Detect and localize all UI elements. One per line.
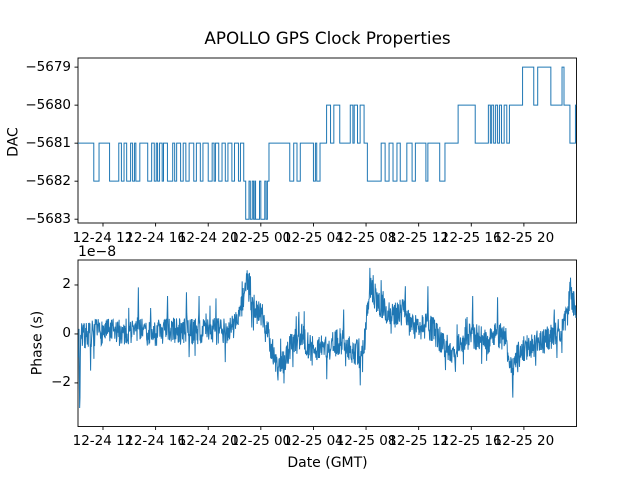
y-tick-label: −5679 xyxy=(25,58,71,75)
y-tick-label: −5681 xyxy=(25,134,71,151)
dac-step-line xyxy=(78,66,577,220)
x-tick-label: 12-25 04 xyxy=(283,229,344,246)
x-tick-label: 12-25 20 xyxy=(493,433,555,449)
phase-noise-line xyxy=(78,267,577,409)
y-axis-offset-text: 1e−8 xyxy=(78,244,117,260)
y-tick-label: 2 xyxy=(62,276,71,293)
x-tick-label: 12-24 12 xyxy=(72,433,134,449)
y-tick-label: −5680 xyxy=(25,96,71,113)
x-tick-label: 12-25 04 xyxy=(283,433,344,449)
x-tick-label: 12-24 20 xyxy=(177,229,239,246)
y-axis-label-phase: Phase (s) xyxy=(29,310,46,376)
x-tick-label: 12-25 12 xyxy=(388,433,449,449)
x-tick-label: 12-25 08 xyxy=(335,229,397,246)
y-tick-label: −2 xyxy=(51,374,71,391)
x-tick-label: 12-25 16 xyxy=(440,229,502,246)
y-tick-label: −5683 xyxy=(25,210,71,227)
y-tick-label: 0 xyxy=(62,325,71,342)
x-axis-label: Date (GMT) xyxy=(287,455,368,471)
x-tick-label: 12-25 00 xyxy=(230,433,292,449)
x-tick-label: 12-25 20 xyxy=(493,229,555,246)
x-tick-label: 12-24 16 xyxy=(125,433,186,449)
x-tick-label: 12-25 08 xyxy=(335,433,397,449)
y-tick-label: −5682 xyxy=(25,172,71,189)
x-tick-label: 12-25 16 xyxy=(440,433,502,449)
phase-subplot-spines xyxy=(77,259,577,427)
x-tick-label: 12-25 00 xyxy=(230,229,292,246)
x-tick-label: 12-24 16 xyxy=(125,229,186,246)
chart-title: APOLLO GPS Clock Properties xyxy=(204,28,451,48)
dac-subplot-spines xyxy=(77,57,577,224)
x-tick-label: 12-24 20 xyxy=(177,433,239,449)
x-tick-label: 12-24 12 xyxy=(72,229,134,246)
x-tick-label: 12-25 12 xyxy=(388,229,449,246)
